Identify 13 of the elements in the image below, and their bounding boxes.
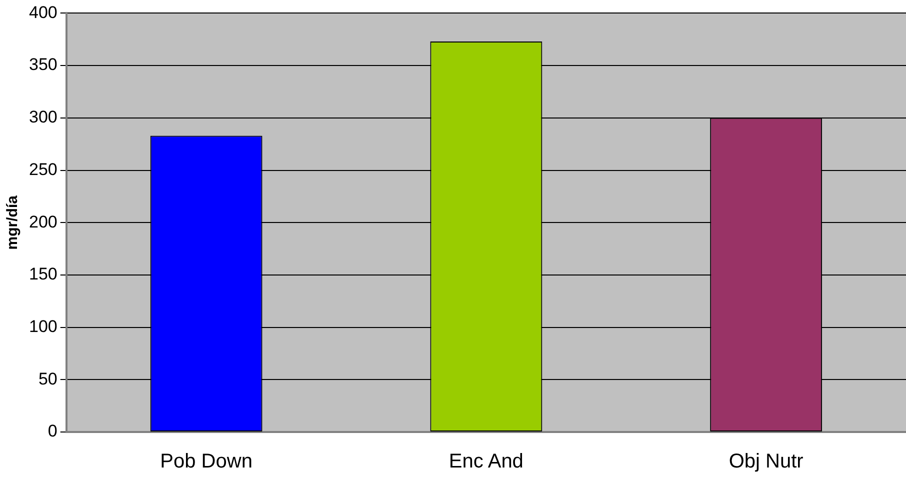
y-tick-label: 200: [28, 212, 58, 232]
y-tick-label: 250: [28, 160, 58, 179]
x-tick-label: Enc And: [448, 450, 524, 473]
y-tick-label: 0: [48, 422, 58, 441]
y-tick-label: 400: [28, 2, 58, 22]
y-tick-label: 150: [28, 264, 58, 284]
x-tick-label: Pob Down: [160, 450, 252, 473]
y-tick-label: 100: [28, 316, 58, 336]
x-tick-label: Obj Nutr: [728, 450, 804, 473]
y-axis-title: mgr/día: [4, 194, 22, 250]
y-tick-label: 50: [38, 369, 58, 388]
y-tick-label: 300: [28, 108, 58, 127]
y-tick-label: 350: [28, 55, 58, 74]
